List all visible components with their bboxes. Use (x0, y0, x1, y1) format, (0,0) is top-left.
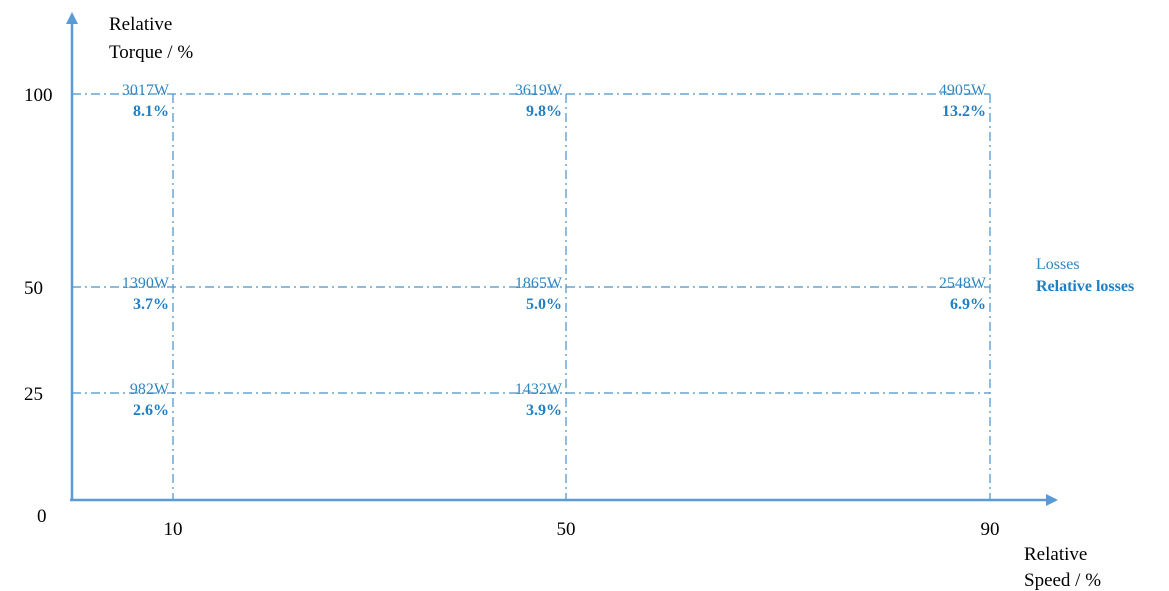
loss-label: 3017W (122, 82, 170, 99)
relative-loss-label: 3.7% (133, 296, 169, 313)
origin-label: 0 (37, 506, 47, 527)
x-tick-label: 10 (164, 519, 183, 540)
y-axis-label-line-1: Relative (109, 14, 172, 35)
loss-label: 3619W (515, 82, 563, 99)
relative-loss-label: 13.2% (942, 103, 986, 120)
relative-loss-label: 5.0% (526, 296, 562, 313)
y-tick-label: 25 (24, 384, 43, 405)
tick-labels: 25 50 100 10 50 90 (24, 85, 1000, 540)
loss-label: 4905W (939, 82, 987, 99)
loss-label: 2548W (939, 275, 987, 292)
loss-label: 1865W (515, 275, 563, 292)
legend-relative-losses: Relative losses (1036, 278, 1134, 295)
x-axis-label-line-1: Relative (1024, 544, 1087, 565)
loss-label: 1432W (515, 381, 563, 398)
x-tick-label: 90 (981, 519, 1000, 540)
x-tick-label: 50 (557, 519, 576, 540)
legend-losses: Losses (1036, 256, 1080, 273)
loss-label: 1390W (122, 275, 170, 292)
y-axis-label-line-2: Torque / % (109, 42, 193, 63)
grid-lines (72, 93, 991, 500)
relative-loss-label: 8.1% (133, 103, 169, 120)
relative-loss-label: 6.9% (950, 296, 986, 313)
relative-loss-label: 3.9% (526, 402, 562, 419)
x-axis-label-line-2: Speed / % (1024, 570, 1101, 591)
legend: Losses Relative losses (1036, 256, 1134, 295)
relative-loss-label: 9.8% (526, 103, 562, 120)
data-labels: 3017W 8.1% 3619W 9.8% 4905W 13.2% 1390W 3.7% 186… (122, 82, 987, 419)
axis-labels: Relative Torque / % Relative Speed / % 0 (37, 14, 1101, 591)
y-tick-label: 50 (24, 278, 43, 299)
loss-label: 982W (130, 381, 170, 398)
y-tick-label: 100 (24, 85, 53, 106)
relative-loss-label: 2.6% (133, 402, 169, 419)
